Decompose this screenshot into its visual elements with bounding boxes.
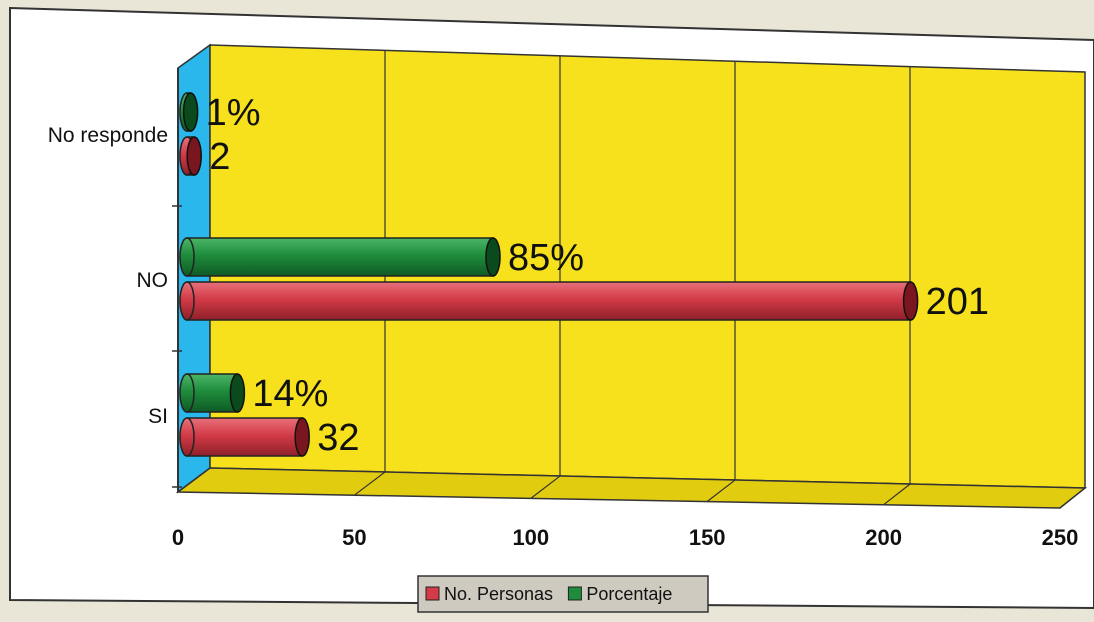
data-label: 1% [206, 92, 261, 134]
bar-body [186, 281, 912, 321]
bar-no-personas-no-responde: 2 [179, 136, 230, 178]
category-label-si: SI [148, 405, 168, 428]
x-tick-label: 100 [512, 525, 549, 550]
legend-box [417, 575, 709, 613]
legend-swatch [567, 586, 582, 601]
data-label: 85% [508, 237, 584, 279]
bar-body [186, 237, 494, 277]
x-tick-label: 150 [689, 525, 726, 550]
data-label: 201 [926, 281, 989, 323]
floor-gridline [530, 475, 561, 499]
bar-body [186, 373, 239, 413]
bar-porcentaje-no-responde: 1% [179, 92, 261, 134]
legend-item-porcentaje[interactable]: Porcentaje [567, 584, 672, 604]
legend-label: Porcentaje [586, 584, 672, 604]
data-label: 2 [209, 136, 230, 178]
legend-swatch [425, 586, 440, 601]
bar-base-cap [179, 417, 195, 457]
floor-gridline [177, 467, 211, 493]
legend[interactable]: No. Personas Porcentaje [417, 575, 709, 613]
category-axis [172, 68, 182, 492]
bar-end-cap [294, 417, 310, 457]
bar-porcentaje-no: 85% [179, 237, 584, 279]
bar-end-cap [182, 92, 199, 132]
x-tick-labels: 0 50 100 150 200 250 [172, 525, 1078, 550]
bar-base-cap [179, 281, 195, 321]
bar-porcentaje-si: 14% [179, 373, 328, 415]
bar-end-cap [229, 373, 246, 413]
floor-gridline [706, 479, 736, 503]
x-tick-label: 200 [865, 525, 902, 550]
bar-base-cap [179, 237, 195, 277]
legend-label: No. Personas [444, 584, 553, 604]
bar-no-personas-no: 201 [179, 281, 989, 323]
bar-body [186, 417, 303, 457]
bar-end-cap [902, 281, 919, 321]
category-labels: SI NO No responde [48, 124, 168, 428]
bar-base-cap [179, 373, 195, 413]
category-label-no-responde: No responde [48, 124, 168, 147]
x-tick-label: 250 [1042, 525, 1079, 550]
legend-item-no-personas[interactable]: No. Personas [425, 584, 553, 604]
floor-gridline [354, 471, 386, 496]
data-label: 32 [317, 417, 359, 459]
floor-gridline [883, 483, 911, 506]
x-tick-label: 50 [342, 525, 366, 550]
floor-gridline [1059, 487, 1086, 509]
x-tick-label: 0 [172, 525, 184, 550]
bar-end-cap [485, 237, 501, 277]
bar-no-personas-si: 32 [179, 417, 359, 459]
bars: 14%32 85% 201 1%2 [179, 92, 989, 459]
bar-end-cap [186, 136, 202, 176]
category-label-no: NO [137, 269, 169, 292]
data-label: 14% [252, 373, 328, 415]
